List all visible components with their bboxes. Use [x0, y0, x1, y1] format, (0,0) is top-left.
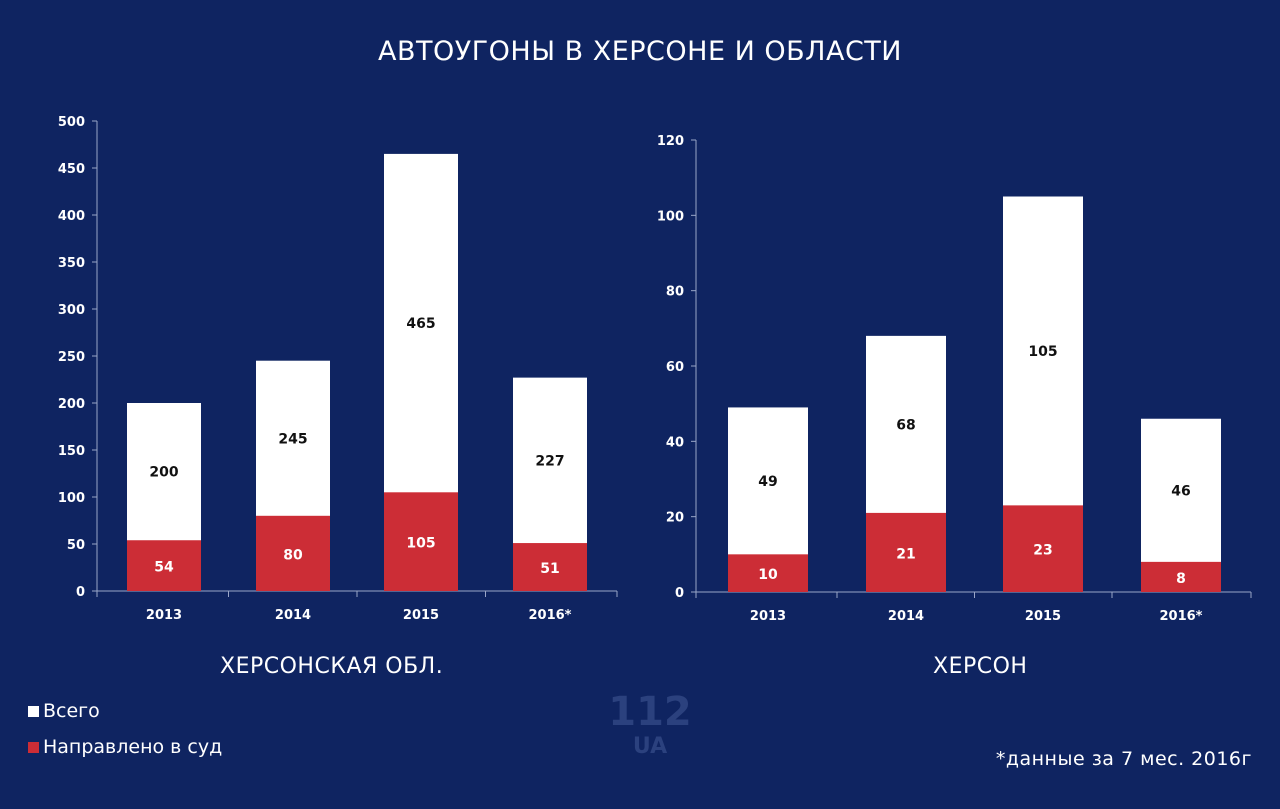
oblast-x-tick-label: 2013: [146, 608, 182, 623]
city-y-tick-label: 40: [666, 435, 684, 450]
region-label-oblast: ХЕРСОНСКАЯ ОБЛ.: [220, 654, 444, 679]
oblast-y-tick-label: 450: [58, 162, 85, 177]
city-data-label-total: 68: [896, 417, 915, 433]
oblast-y-tick-label: 200: [58, 397, 85, 412]
legend-item-total: Всего: [28, 700, 100, 722]
chart-title: АВТОУГОНЫ В ХЕРСОНЕ И ОБЛАСТИ: [378, 36, 902, 67]
oblast-y-tick-label: 100: [58, 491, 85, 506]
logo-112ua: 112 UA: [600, 690, 700, 780]
oblast-x-tick-label: 2015: [403, 608, 439, 623]
city-x-tick-label: 2016*: [1160, 609, 1203, 624]
legend-swatch-court: [28, 741, 39, 753]
city-bar-court: [728, 554, 808, 592]
city-data-label-court: 10: [758, 567, 778, 583]
city-y-tick-label: 80: [666, 285, 684, 300]
city-bar-court: [866, 512, 946, 592]
logo-suffix: UA: [632, 734, 668, 759]
city-data-label-court: 21: [896, 546, 915, 562]
city-bar-court: [1141, 561, 1221, 592]
legend-label-total: Всего: [43, 700, 100, 722]
logo-number: 112: [608, 689, 692, 735]
oblast-y-tick-label: 250: [58, 350, 85, 365]
oblast-x-tick-label: 2016*: [529, 608, 572, 623]
oblast-data-label-total: 200: [149, 465, 178, 481]
city-x-tick-label: 2013: [750, 609, 786, 624]
oblast-bar-court: [384, 492, 458, 591]
region-label-city: ХЕРСОН: [933, 654, 1028, 679]
oblast-y-tick-label: 500: [58, 115, 85, 130]
oblast-y-tick-label: 350: [58, 256, 85, 271]
city-data-label-court: 8: [1176, 571, 1186, 587]
oblast-bar-court: [256, 515, 330, 591]
oblast-y-tick-label: 400: [58, 209, 85, 224]
charts-canvas: 0501001502002503003504004505002005420132…: [58, 115, 1252, 624]
oblast-y-tick-label: 300: [58, 303, 85, 318]
city-y-tick-label: 60: [666, 360, 684, 375]
footnote: *данные за 7 мес. 2016г: [995, 748, 1252, 770]
oblast-y-tick-label: 150: [58, 444, 85, 459]
oblast-data-label-court: 80: [283, 547, 303, 563]
oblast-data-label-court: 54: [154, 560, 174, 576]
city-data-label-total: 46: [1171, 483, 1190, 499]
city-data-label-total: 49: [758, 474, 777, 490]
city-y-tick-label: 120: [657, 134, 684, 149]
oblast-y-tick-label: 0: [76, 585, 85, 600]
oblast-data-label-total: 227: [535, 453, 564, 469]
oblast-bar-court: [513, 543, 587, 591]
city-bar-court: [1003, 505, 1083, 592]
legend-label-court: Направлено в суд: [43, 736, 223, 758]
city-x-tick-label: 2014: [888, 609, 924, 624]
city-data-label-court: 23: [1033, 543, 1052, 559]
city-y-tick-label: 0: [675, 586, 684, 601]
oblast-y-tick-label: 50: [67, 538, 85, 553]
city-y-tick-label: 20: [666, 511, 684, 526]
oblast-data-label-total: 245: [278, 431, 307, 447]
oblast-x-tick-label: 2014: [275, 608, 311, 623]
city-y-tick-label: 100: [657, 209, 684, 224]
oblast-data-label-court: 105: [406, 536, 435, 552]
oblast-data-label-court: 51: [540, 561, 559, 577]
oblast-bar-court: [127, 540, 201, 591]
oblast-data-label-total: 465: [406, 316, 435, 332]
city-data-label-total: 105: [1028, 344, 1057, 360]
legend-item-court: Направлено в суд: [28, 736, 222, 758]
city-x-tick-label: 2015: [1025, 609, 1061, 624]
legend-swatch-total: [28, 705, 39, 717]
